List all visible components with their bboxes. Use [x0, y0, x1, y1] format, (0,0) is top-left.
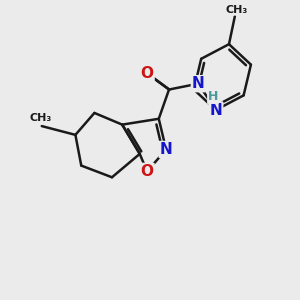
Text: CH₃: CH₃	[225, 5, 248, 15]
Text: N: N	[209, 103, 222, 118]
Text: N: N	[192, 76, 205, 91]
Text: N: N	[160, 142, 172, 157]
Text: O: O	[141, 164, 154, 179]
Text: O: O	[141, 66, 154, 81]
Text: H: H	[208, 90, 218, 103]
Text: CH₃: CH₃	[29, 112, 51, 123]
